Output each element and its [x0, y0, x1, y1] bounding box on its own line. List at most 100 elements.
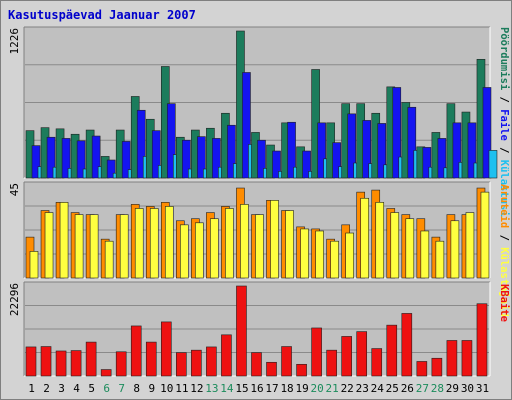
bar-k-lastajaid-day-5 [89, 214, 99, 279]
bar-k-lastajaid-day-31 [480, 191, 490, 279]
bar-faile-day-9 [151, 130, 161, 179]
x-tick-day-5: 5 [88, 382, 95, 395]
bar-kbaite-day-14 [221, 334, 232, 377]
bar-kbaite-day-13 [206, 346, 217, 377]
x-tick-day-27: 27 [416, 382, 429, 395]
bar-k-lastajaid-day-25 [390, 212, 400, 279]
legend-label: KBaite [498, 284, 510, 322]
x-tick-day-28: 28 [431, 382, 444, 395]
x-tick-day-13: 13 [205, 382, 218, 395]
legend-entry: Külastajaid [498, 247, 510, 317]
chart-title: Kasutuspäevad Jaanuar 2007 [8, 8, 196, 22]
bar-kbaite-day-20 [311, 327, 322, 377]
bar-faile-day-5 [91, 135, 101, 179]
x-tick-day-1: 1 [28, 382, 35, 395]
bar-k-lastajaid-day-11 [180, 224, 189, 279]
bar-faile-day-29 [452, 122, 462, 179]
bar-faile-day-3 [61, 138, 71, 179]
bar-kbaite-day-18 [281, 346, 292, 377]
bar-faile-day-13 [212, 138, 221, 179]
bar-faile-day-24 [377, 123, 387, 179]
chart-panel-2: 45 Aruteid / Külastajaid [8, 181, 510, 317]
x-tick-day-24: 24 [371, 382, 385, 395]
bar-faile-day-8 [136, 109, 146, 179]
bar-k-lastajaid-day-3 [59, 202, 69, 279]
bar-faile-day-17 [272, 150, 281, 179]
bar-faile-day-4 [76, 140, 86, 179]
x-tick-day-23: 23 [356, 382, 369, 395]
bar-k-lastusi-day-31 [488, 150, 498, 179]
bar-faile-day-16 [257, 139, 266, 179]
legend-label: Pöördumisi / Faile / Külastusi [498, 27, 510, 217]
bar-kbaite-day-3 [55, 350, 67, 377]
bar-k-lastajaid-day-19 [300, 228, 309, 279]
x-tick-day-2: 2 [43, 382, 50, 395]
bar-k-lastajaid-day-23 [360, 197, 370, 279]
x-tick-day-19: 19 [295, 382, 308, 395]
bar-faile-day-14 [227, 124, 236, 179]
bar-kbaite-day-29 [446, 340, 458, 377]
bar-faile-day-21 [332, 142, 341, 179]
bar-faile-day-25 [392, 87, 402, 179]
y-max-label: 45 [8, 183, 21, 196]
bar-faile-day-2 [46, 136, 56, 179]
x-tick-day-9: 9 [148, 382, 155, 395]
bar-kbaite-day-23 [356, 331, 368, 377]
bar-faile-day-26 [407, 106, 417, 179]
bar-k-lastajaid-day-1 [29, 251, 39, 279]
bar-faile-day-10 [166, 103, 176, 179]
bar-faile-day-30 [467, 122, 477, 179]
bar-faile-day-22 [347, 113, 356, 179]
bar-kbaite-day-10 [160, 321, 172, 377]
bar-kbaite-day-26 [401, 313, 413, 377]
x-tick-day-17: 17 [265, 382, 278, 395]
x-tick-day-4: 4 [73, 382, 80, 395]
bar-faile-day-6 [106, 159, 116, 179]
bar-faile-day-18 [287, 121, 296, 179]
bar-kbaite-day-2 [40, 346, 52, 377]
bar-k-lastajaid-day-30 [465, 212, 475, 279]
y-max-label: 22296 [8, 283, 21, 316]
bar-faile-day-31 [482, 87, 492, 179]
bar-kbaite-day-7 [115, 351, 127, 377]
y-max-label: 1226 [8, 28, 21, 55]
bar-kbaite-day-15 [236, 285, 247, 377]
bar-k-lastajaid-day-21 [330, 240, 339, 279]
bar-k-lastajaid-day-16 [255, 214, 264, 279]
bar-kbaite-day-22 [341, 336, 352, 377]
legend-entry: Pöördumisi [498, 27, 510, 90]
x-tick-day-3: 3 [58, 382, 65, 395]
bar-kbaite-day-31 [476, 303, 488, 377]
x-tick-day-18: 18 [280, 382, 293, 395]
bar-kbaite-day-4 [70, 350, 82, 377]
bar-faile-day-28 [437, 138, 447, 179]
x-tick-day-31: 31 [476, 382, 489, 395]
bar-k-lastajaid-day-12 [195, 222, 204, 279]
bar-kbaite-day-16 [251, 352, 262, 377]
chart-panel-1: 1226 Pöördumisi / Faile / Külastusi [8, 26, 510, 217]
bar-kbaite-day-12 [191, 349, 202, 377]
bar-k-lastajaid-day-20 [315, 230, 324, 279]
x-tick-day-15: 15 [235, 382, 248, 395]
x-tick-day-11: 11 [175, 382, 188, 395]
bar-kbaite-day-8 [130, 325, 142, 377]
bar-faile-day-1 [31, 145, 41, 179]
bar-faile-day-11 [182, 139, 191, 179]
bar-kbaite-day-19 [296, 363, 307, 377]
legend-label: Aruteid / Külastajaid [498, 184, 510, 317]
x-tick-day-10: 10 [160, 382, 173, 395]
bar-kbaite-day-9 [145, 341, 157, 377]
bar-k-lastajaid-day-6 [104, 240, 114, 279]
bar-k-lastajaid-day-9 [149, 208, 159, 279]
x-tick-day-12: 12 [190, 382, 203, 395]
bar-faile-day-20 [317, 122, 326, 179]
bar-kbaite-day-28 [431, 357, 443, 377]
bar-kbaite-day-11 [176, 352, 187, 377]
x-tick-day-29: 29 [446, 382, 459, 395]
legend-entry: Faile [498, 109, 510, 141]
x-tick-day-26: 26 [401, 382, 414, 395]
chart-panel-3: 22296 KBaite [8, 281, 510, 377]
bar-faile-day-7 [121, 141, 131, 179]
bar-k-lastajaid-day-17 [270, 200, 279, 279]
